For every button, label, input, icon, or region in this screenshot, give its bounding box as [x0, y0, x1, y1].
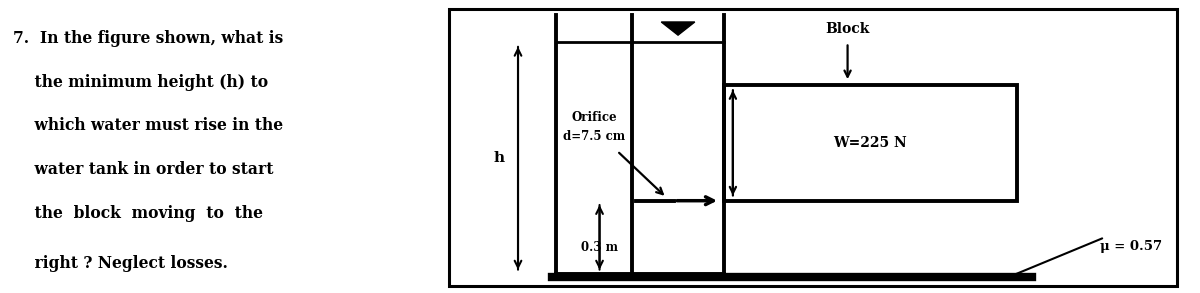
Text: Orifice: Orifice [571, 111, 617, 124]
Text: which water must rise in the: which water must rise in the [13, 117, 283, 134]
Text: the  block  moving  to  the: the block moving to the [13, 205, 263, 222]
Text: the minimum height (h) to: the minimum height (h) to [13, 74, 269, 91]
Polygon shape [661, 22, 695, 35]
Text: Block: Block [826, 22, 870, 36]
Text: μ = 0.57: μ = 0.57 [1100, 240, 1163, 253]
Bar [724, 85, 1018, 201]
Text: W=225 N: W=225 N [834, 136, 907, 150]
Text: d=7.5 cm: d=7.5 cm [563, 130, 625, 143]
Text: h: h [493, 151, 504, 165]
Text: right ? Neglect losses.: right ? Neglect losses. [13, 255, 228, 272]
Text: 7.  In the figure shown, what is: 7. In the figure shown, what is [13, 30, 283, 47]
Text: water tank in order to start: water tank in order to start [13, 161, 274, 178]
Text: 0.3 m: 0.3 m [581, 241, 618, 254]
